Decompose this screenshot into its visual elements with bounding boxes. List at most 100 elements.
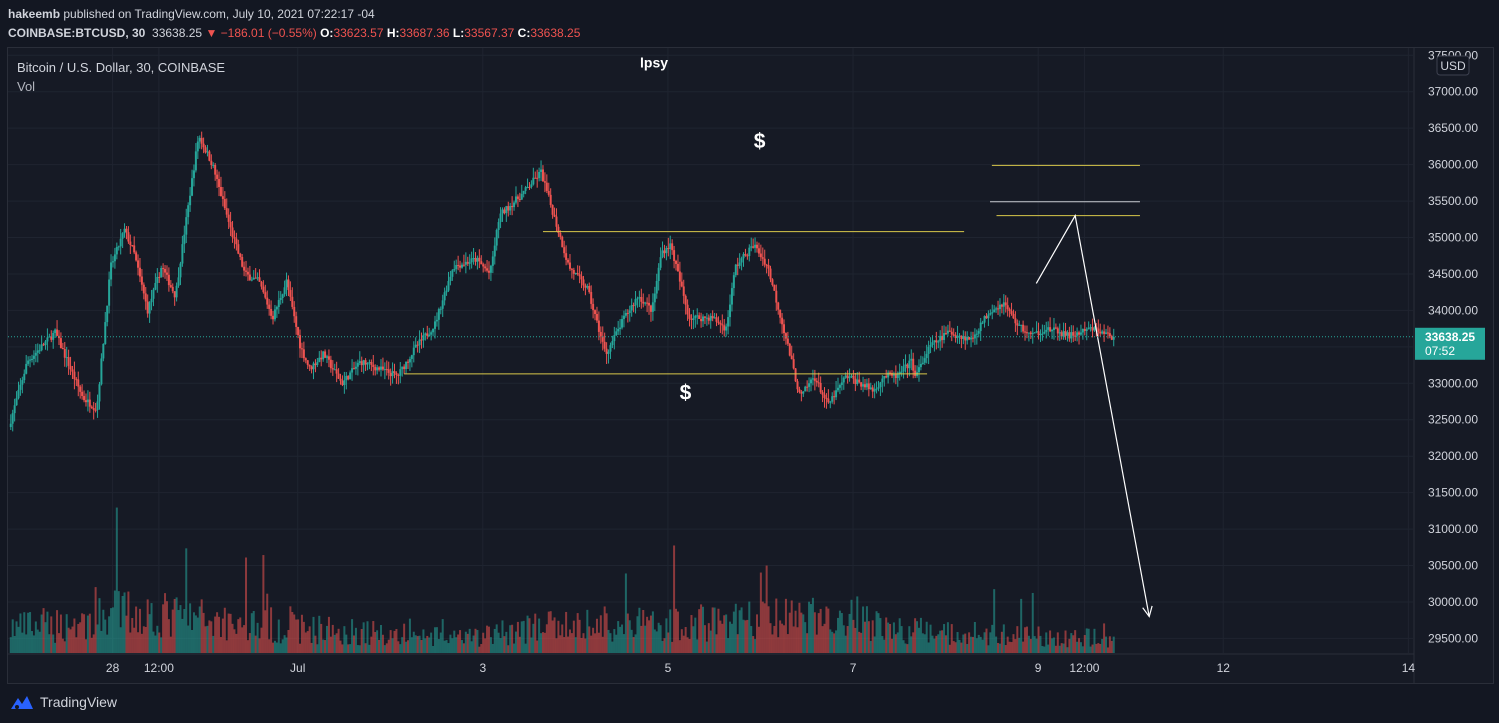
volume-bar [34, 621, 37, 653]
volume-bar [439, 632, 442, 653]
candle-body [310, 366, 313, 370]
candle-body [1097, 328, 1100, 332]
candle-body [941, 335, 944, 340]
volume-bar [198, 606, 201, 653]
volume-bar [25, 634, 28, 653]
chart-frame[interactable] [7, 47, 1494, 684]
volume-bar [202, 612, 205, 653]
candle-body [663, 250, 666, 254]
volume-bar [135, 606, 138, 653]
author-name[interactable]: hakeemb [8, 7, 61, 21]
candle-body [439, 308, 442, 310]
header-bar: hakeemb published on TradingView.com, Ju… [0, 0, 1499, 44]
volume-bar [137, 632, 140, 653]
volume-bar [304, 632, 307, 653]
volume-bar [343, 626, 346, 653]
candle-body [786, 338, 789, 344]
volume-bar [1091, 644, 1094, 653]
candle-body [931, 342, 934, 345]
candle-body [455, 265, 458, 270]
candle-body [61, 347, 64, 350]
candle-body [100, 358, 103, 385]
candle-body [543, 181, 546, 183]
price-tick-label: 36000.00 [1428, 158, 1478, 172]
volume-bar [603, 606, 606, 653]
volume-bar [1041, 646, 1044, 653]
candle-body [784, 333, 787, 339]
candle-body [644, 302, 647, 304]
candle-body [759, 253, 762, 258]
volume-bar [1072, 635, 1075, 653]
price-axis[interactable]: 29500.00 30000.00 30500.00 31000.00 31500.00… [1428, 48, 1478, 645]
candle-body [44, 341, 47, 346]
time-axis[interactable]: 28 12:00 Jul 3 5 7 9 12:00 12 14 [106, 661, 1415, 675]
volume-bar [381, 634, 384, 653]
volume-bar [84, 639, 87, 653]
currency-badge[interactable] [1436, 55, 1470, 76]
candle-body [935, 340, 938, 343]
volume-bar [854, 627, 857, 653]
volume-bar [1039, 635, 1042, 653]
candle-body [478, 257, 481, 262]
volume-bar [1004, 645, 1007, 653]
volume-bar [335, 633, 338, 653]
volume-bar [912, 632, 915, 653]
candle-body [800, 392, 803, 394]
volume-bar [314, 635, 317, 653]
candle-body [640, 297, 643, 302]
volume-bar [817, 613, 820, 653]
candle-body [337, 373, 340, 379]
volume-bar [1031, 592, 1034, 653]
volume-bar [81, 613, 84, 653]
volume-bar [426, 635, 429, 653]
volume-bar [781, 623, 784, 653]
candle-body [576, 272, 579, 275]
candle-body [221, 196, 224, 200]
open-value: 33623.57 [333, 26, 384, 40]
candle-body [971, 337, 974, 339]
volume-bar [1052, 637, 1055, 653]
candle-body [613, 335, 616, 342]
candle-body [597, 320, 600, 332]
volume-bar [1025, 626, 1028, 653]
candle-body [711, 315, 714, 319]
candle-body [781, 317, 784, 325]
footer-bar [0, 684, 1499, 723]
volume-bar [111, 607, 114, 653]
volume-bar [998, 643, 1001, 653]
annotations[interactable]: lpsy $ $ [404, 55, 1153, 618]
volume-bar [703, 625, 706, 653]
candle-body [993, 309, 996, 313]
volume-bar [362, 622, 365, 653]
candle-body [538, 171, 541, 179]
volume-bar [594, 633, 597, 653]
candle-body [798, 389, 801, 393]
tradingview-logo[interactable]: TradingView [10, 694, 117, 710]
candle-body [171, 286, 174, 292]
candle-body [721, 324, 724, 326]
volume-bar [1101, 638, 1104, 653]
volume-bar [231, 623, 234, 653]
candle-body [954, 335, 957, 339]
volume-bar [783, 625, 786, 653]
candle-body [966, 337, 969, 341]
time-tick-label: 14 [1402, 661, 1416, 675]
price-tick-label: 33000.00 [1428, 376, 1478, 390]
candle-body [790, 355, 793, 360]
volume-bar [584, 638, 587, 653]
candle-body [511, 205, 514, 208]
volume-bar [507, 645, 510, 653]
candle-body [30, 358, 33, 360]
candle-body [424, 333, 427, 336]
candle-body [46, 337, 49, 342]
candle-body [1027, 332, 1030, 334]
volume-bar [480, 644, 483, 653]
volume-bar [563, 637, 566, 653]
candle-body [557, 226, 560, 234]
candle-body [237, 244, 240, 254]
volume-bar [844, 635, 847, 653]
candle-body [84, 400, 87, 403]
candle-body [418, 339, 421, 346]
volume-bar [732, 611, 735, 653]
